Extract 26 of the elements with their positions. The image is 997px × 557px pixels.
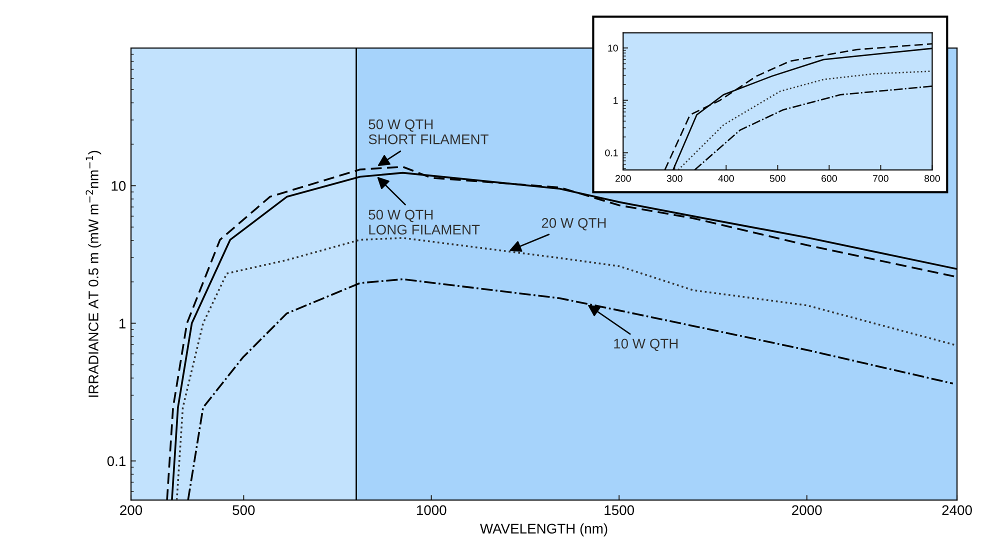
x-tick-label: 400 <box>718 175 734 182</box>
annotation: 50 W QTH SHORT FILAMENT <box>368 119 488 144</box>
y-tick-label: 1 <box>119 318 126 328</box>
x-tick-label: 300 <box>666 175 682 182</box>
x-axis-title: WAVELENGTH (nm) <box>480 523 608 536</box>
x-tick-label: 1500 <box>604 505 634 516</box>
x-tick-label: 1000 <box>416 505 446 516</box>
x-tick-label: 2400 <box>942 505 972 516</box>
y-tick-label: 10 <box>608 44 618 52</box>
x-tick-label: 500 <box>770 175 786 182</box>
x-tick-label: 200 <box>120 505 142 516</box>
y-tick-label: 0.1 <box>605 149 618 156</box>
x-tick-label: 200 <box>616 175 631 182</box>
x-tick-label: 800 <box>924 175 940 182</box>
y-tick-label: 0.1 <box>107 456 126 466</box>
y-axis-title: IRRADIANCE AT 0.5 m (mW m$^{−2}$nm$^{−1}$) <box>86 150 102 397</box>
annotation: 50 W QTH LONG FILAMENT <box>368 210 480 235</box>
y-tick-label: 10 <box>112 180 126 191</box>
x-tick-label: 500 <box>232 505 255 516</box>
x-tick-label: 600 <box>822 175 837 182</box>
x-tick-label: 700 <box>873 175 888 182</box>
x-tick-label: 2000 <box>792 505 822 516</box>
annotation: 20 W QTH <box>542 218 606 230</box>
line-series <box>678 70 932 170</box>
y-tick-label: 1 <box>614 97 618 104</box>
annotation: 10 W QTH <box>614 338 678 352</box>
